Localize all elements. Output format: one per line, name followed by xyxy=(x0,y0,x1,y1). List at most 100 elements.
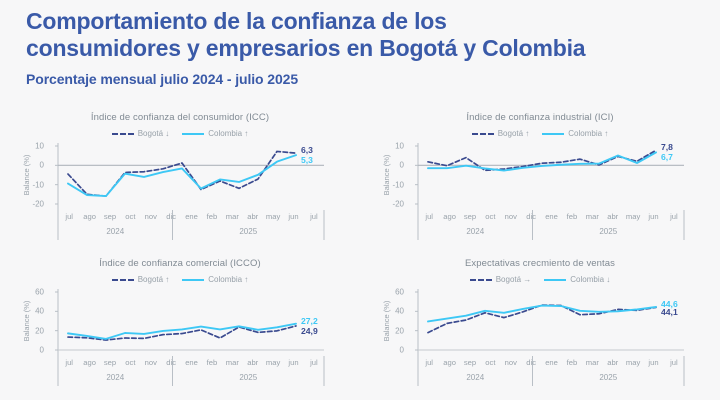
legend-label: Bogotá ↓ xyxy=(137,129,170,138)
x-tick-label: may xyxy=(265,212,281,221)
x-tick-label: mar xyxy=(225,358,239,367)
legend-item-bogot[interactable]: Bogotá ↑ xyxy=(471,129,529,138)
legend-item-bogot[interactable]: Bogotá ↑ xyxy=(111,275,170,284)
x-tick-label: abr xyxy=(247,358,259,367)
y-tick-label: 20 xyxy=(395,326,404,336)
dashed-line-icon xyxy=(469,278,492,281)
x-tick-label: may xyxy=(265,358,281,367)
x-tick-label: jul xyxy=(670,212,678,221)
end-value-label: 5,3 xyxy=(301,155,313,166)
x-tick-label: mar xyxy=(225,212,239,221)
x-tick-label: sep xyxy=(463,212,477,221)
year-label: 2024 xyxy=(106,373,125,382)
y-tick-label: -20 xyxy=(392,199,404,209)
x-tick-label: jul xyxy=(425,358,433,367)
x-tick-label: jul xyxy=(670,358,678,367)
chart-legend: Bogotá ↑ Colombia ↑ xyxy=(0,275,360,284)
x-tick-label: ene xyxy=(185,212,198,221)
solid-line-icon xyxy=(182,278,205,281)
year-labels: 2024 2025 xyxy=(418,373,684,382)
plot-svg xyxy=(415,143,685,240)
chart-title: Expectativas crecmiento de ventas xyxy=(464,258,616,269)
legend-item-colombia[interactable]: Colombia ↑ xyxy=(182,129,248,138)
legend-label: Colombia ↑ xyxy=(208,129,249,138)
x-tick-label: dic xyxy=(166,358,176,367)
x-tick-label: ago xyxy=(443,358,456,367)
x-tick-label: nov xyxy=(144,358,157,367)
dashed-line-icon xyxy=(111,132,134,135)
x-tick-label: sep xyxy=(463,358,477,367)
legend-label: Colombia ↑ xyxy=(208,275,249,284)
chart-legend: Bogotá ↓ Colombia ↑ xyxy=(0,129,360,138)
x-tick-label: jul xyxy=(310,212,318,221)
x-tick-label: ago xyxy=(83,358,96,367)
page-header: Comportamiento de la confianza de los co… xyxy=(0,0,720,87)
x-tick-label: abr xyxy=(247,212,259,221)
legend-label: Bogotá ↑ xyxy=(137,275,170,284)
x-tick-label: nov xyxy=(144,212,157,221)
y-tick-label: -10 xyxy=(392,180,404,190)
year-label: 2024 xyxy=(106,227,125,236)
dashed-line-icon xyxy=(111,278,134,281)
x-tick-label: jun xyxy=(288,212,299,221)
legend-item-colombia[interactable]: Colombia ↓ xyxy=(544,275,610,284)
x-tick-label: nov xyxy=(504,212,517,221)
x-tick-label: dic xyxy=(166,212,176,221)
chart-panel-ici: Índice de confianza industrial (ICI) Bogo… xyxy=(360,108,720,254)
series-line-bogot xyxy=(427,304,657,334)
x-axis-labels: jul ago sep oct nov dic ene feb mar abr may jun jul xyxy=(59,358,324,367)
y-tick-label: 40 xyxy=(35,306,44,316)
x-tick-label: ene xyxy=(545,358,558,367)
plot-svg xyxy=(415,289,685,386)
legend-item-bogot[interactable]: Bogotá ↓ xyxy=(111,129,170,138)
x-tick-label: jul xyxy=(65,212,73,221)
x-tick-label: oct xyxy=(485,358,496,367)
series-line-colombia xyxy=(67,322,297,340)
y-axis-ticks: 60 40 20 0 xyxy=(14,284,44,400)
series-line-colombia xyxy=(427,304,657,323)
page-title-line2: consumidores y empresarios en Bogotá y C… xyxy=(26,35,586,62)
y-tick-label: 40 xyxy=(395,306,404,316)
chart-panel-icco: Índice de confianza comercial (ICCO) Bogo… xyxy=(0,254,360,400)
end-value-label: 24,9 xyxy=(301,325,318,336)
chart-title: Índice de confianza comercial (ICCO) xyxy=(99,258,261,269)
y-axis-ticks: 10 0 -10 -20 xyxy=(14,138,44,254)
x-tick-label: oct xyxy=(125,212,136,221)
year-label: 2024 xyxy=(466,373,485,382)
x-tick-label: oct xyxy=(485,212,496,221)
year-labels: 2024 2025 xyxy=(58,227,324,236)
series-line-colombia xyxy=(67,154,297,198)
series-line-bogot xyxy=(67,325,297,341)
x-tick-label: abr xyxy=(607,358,619,367)
year-labels: 2024 2025 xyxy=(58,373,324,382)
x-tick-label: dic xyxy=(526,212,536,221)
x-axis-labels: jul ago sep oct nov dic ene feb mar abr may jun jul xyxy=(419,212,684,221)
x-tick-label: sep xyxy=(103,212,117,221)
legend-item-bogot[interactable]: Bogotá → xyxy=(469,275,531,284)
end-value-label: 44,6 xyxy=(661,298,678,309)
x-tick-label: ene xyxy=(545,212,558,221)
y-axis-ticks: 60 40 20 0 xyxy=(374,284,404,400)
x-tick-label: ago xyxy=(83,212,96,221)
end-value-label: 27,2 xyxy=(301,315,318,326)
legend-item-colombia[interactable]: Colombia ↑ xyxy=(182,275,248,284)
y-tick-label: 60 xyxy=(35,287,44,297)
y-tick-label: 10 xyxy=(395,141,404,151)
end-value-label: 7,8 xyxy=(661,142,673,153)
y-tick-label: 20 xyxy=(35,326,44,336)
x-tick-label: ene xyxy=(185,358,198,367)
year-label: 2025 xyxy=(599,227,618,236)
x-tick-label: abr xyxy=(607,212,619,221)
chart-legend: Bogotá → Colombia ↓ xyxy=(360,275,720,284)
y-tick-label: 0 xyxy=(399,160,404,170)
x-tick-label: feb xyxy=(566,358,578,367)
chart-legend: Bogotá ↑ Colombia ↑ xyxy=(360,129,720,138)
page-title-line1: Comportamiento de la confianza de los xyxy=(26,8,447,34)
plot-area: Balance (%) 10 0 -10 -20 6,3 5,3 jul ago sep oct no… xyxy=(0,138,360,254)
end-value-label: 6,7 xyxy=(661,152,673,163)
legend-item-colombia[interactable]: Colombia ↑ xyxy=(542,129,608,138)
y-tick-label: -10 xyxy=(32,180,44,190)
year-label: 2025 xyxy=(239,373,258,382)
page-subtitle: Porcentaje mensual julio 2024 - julio 20… xyxy=(26,71,299,88)
y-tick-label: 60 xyxy=(395,287,404,297)
